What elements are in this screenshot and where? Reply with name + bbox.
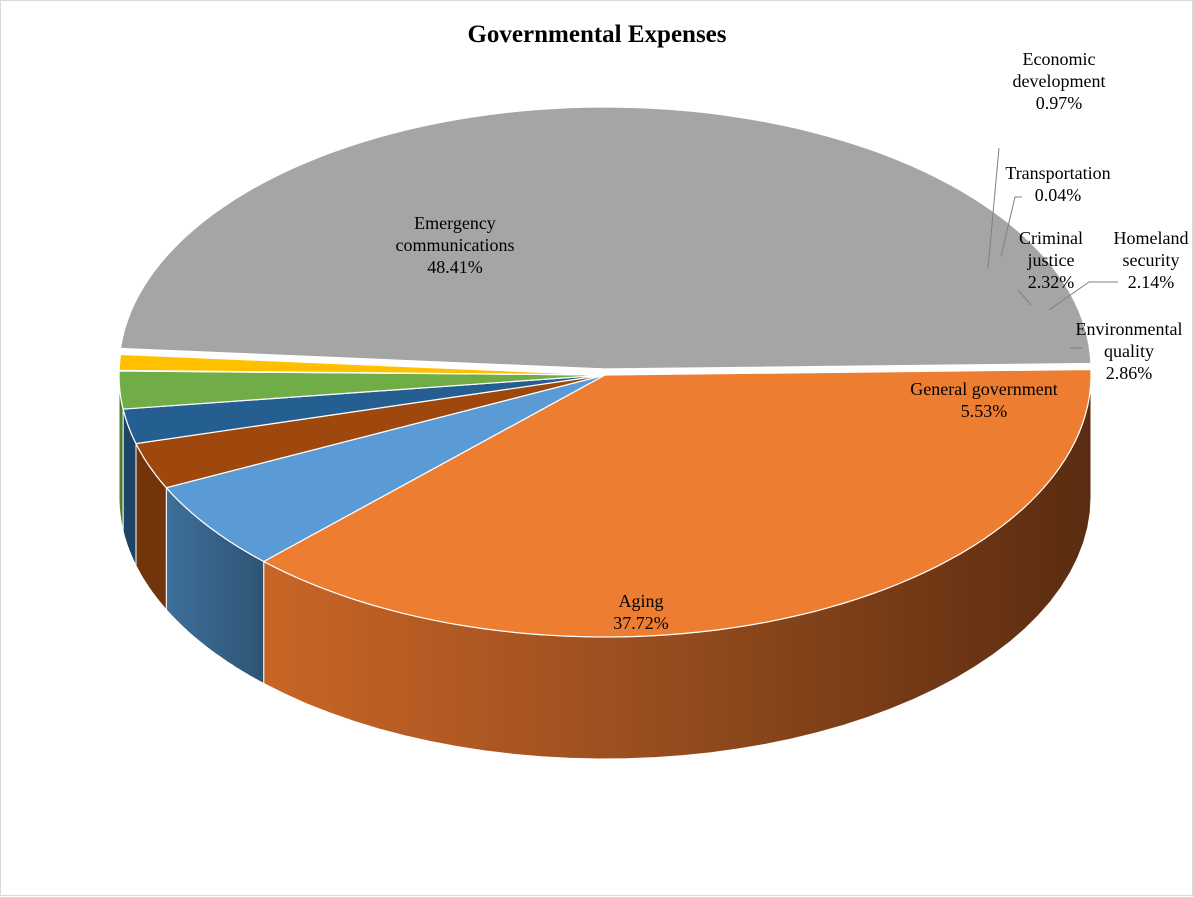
label-value: 0.97%: [1036, 93, 1083, 113]
label-value: 2.14%: [1128, 272, 1175, 292]
label-value: 37.72%: [613, 613, 669, 633]
slice-criminal-justice: [118, 370, 606, 410]
data-label-homeland-security: Homeland security 2.14%: [1114, 228, 1189, 292]
slice-general-government: [165, 374, 606, 563]
data-label-aging: Aging 37.72%: [613, 591, 669, 633]
pie-top-faces: [118, 106, 1092, 638]
label-name: communications: [396, 235, 515, 255]
slice-emergency-communications: [119, 106, 1092, 370]
label-name: Criminal: [1019, 228, 1083, 248]
label-name: Environmental: [1076, 319, 1183, 339]
data-label-transportation: Transportation 0.04%: [1005, 163, 1110, 205]
data-labels: Aging 37.72% General government 5.53% Enviro…: [396, 49, 1189, 633]
pie-side-walls: [118, 374, 1092, 760]
slice-homeland-security: [122, 374, 606, 445]
label-name: Aging: [619, 591, 664, 611]
label-value: 2.32%: [1028, 272, 1075, 292]
slice-aging: [262, 368, 1092, 638]
label-value: 2.86%: [1106, 363, 1153, 383]
slice-environmental-quality: [135, 374, 606, 489]
label-name: security: [1123, 250, 1180, 270]
data-label-criminal-justice: Criminal justice 2.32%: [1019, 228, 1083, 292]
label-name: justice: [1027, 250, 1075, 270]
label-name: development: [1013, 71, 1106, 91]
slice-economic-development: [118, 353, 606, 376]
label-value: 0.04%: [1035, 185, 1082, 205]
data-label-environmental-quality: Environmental quality 2.86%: [1076, 319, 1183, 383]
label-value: 48.41%: [427, 257, 483, 277]
label-name: Emergency: [414, 213, 496, 233]
label-name: quality: [1104, 341, 1154, 361]
chart-title: Governmental Expenses: [467, 21, 726, 48]
label-leader-lines: [987, 147, 1118, 349]
data-label-general-government: General government 5.53%: [910, 379, 1057, 421]
label-name: Transportation: [1005, 163, 1110, 183]
leader-line-economic-development: [987, 147, 1000, 269]
label-name: Economic: [1023, 49, 1096, 69]
label-name: Homeland: [1114, 228, 1189, 248]
label-value: 5.53%: [961, 401, 1008, 421]
data-label-economic-development: Economic development 0.97%: [1013, 49, 1106, 113]
data-label-emergency-communications: Emergency communications 48.41%: [396, 213, 515, 277]
label-name: General government: [910, 379, 1057, 399]
leader-line-homeland-security: [1048, 281, 1118, 311]
leader-line-transportation: [1000, 196, 1022, 257]
leader-line-criminal-justice: [1017, 289, 1032, 306]
